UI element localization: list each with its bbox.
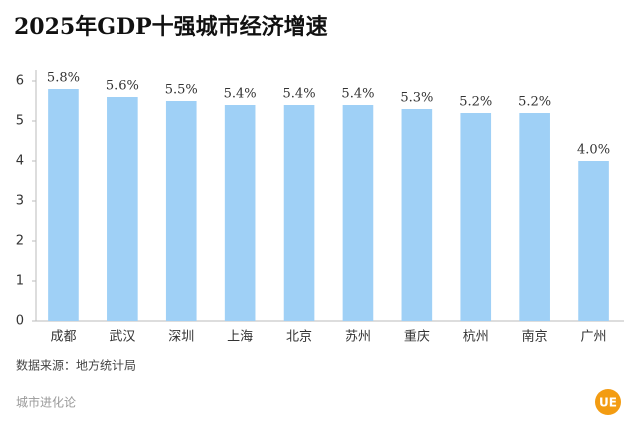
bar: [283, 105, 315, 321]
x-tick-label: 重庆: [404, 329, 430, 345]
x-tick-label: 杭州: [463, 330, 489, 345]
bar: [460, 113, 492, 321]
bar: [342, 105, 374, 321]
value-label: 5.2%: [518, 95, 551, 110]
y-tick-label: 4: [16, 154, 24, 169]
y-tick-label: 0: [16, 314, 24, 329]
bar: [224, 105, 256, 321]
value-label: 4.0%: [577, 143, 610, 158]
value-label: 5.4%: [224, 87, 257, 102]
value-label: 5.2%: [459, 95, 492, 110]
x-tick-label: 成都: [50, 330, 76, 345]
value-label: 5.3%: [400, 91, 433, 106]
value-label: 5.8%: [47, 71, 80, 86]
y-tick-label: 1: [16, 274, 24, 289]
bar: [578, 161, 609, 321]
value-label: 5.6%: [106, 79, 139, 94]
bar: [401, 109, 433, 321]
x-tick-label: 南京: [522, 329, 548, 345]
bar: [519, 113, 550, 321]
bar: [165, 101, 197, 321]
x-tick-label: 武汉: [109, 330, 135, 345]
x-tick-label: 深圳: [168, 330, 194, 345]
y-tick-label: 6: [16, 74, 24, 89]
y-tick-label: 2: [16, 234, 24, 249]
y-tick-label: 5: [16, 114, 24, 129]
source: 数据来源：地方统计局: [16, 358, 136, 373]
x-tick-label: 苏州: [345, 329, 371, 345]
bar: [107, 97, 138, 321]
x-tick-label: 广州: [581, 330, 607, 345]
logo: UE: [599, 396, 617, 410]
value-label: 5.5%: [165, 83, 198, 98]
chart-title: 2025年GDP十强城市经济增速: [14, 14, 328, 40]
value-label: 5.4%: [341, 87, 374, 102]
y-tick-label: 3: [16, 194, 24, 209]
x-tick-label: 上海: [227, 330, 253, 345]
x-tick-label: 北京: [286, 330, 312, 345]
footer: 城市进化论: [16, 395, 76, 410]
logo-circle: [595, 389, 621, 415]
bar: [48, 89, 79, 321]
value-label: 5.4%: [283, 87, 316, 102]
